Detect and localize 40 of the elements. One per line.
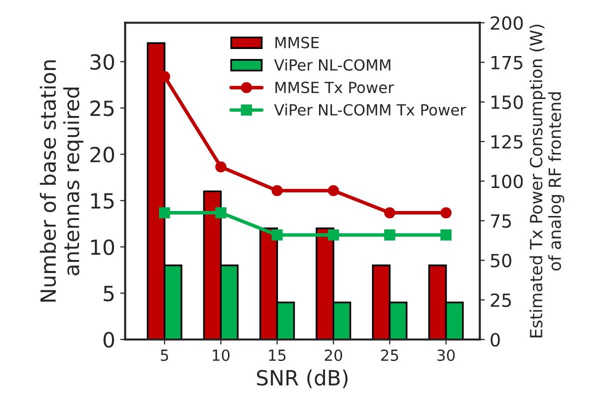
point: [384, 207, 396, 218]
y2-tick-label: 0: [490, 332, 500, 347]
y2-tick-label: 75: [490, 214, 511, 228]
legend-label: MMSE Tx Power: [275, 82, 394, 94]
y2-tick-label: 50: [490, 254, 512, 268]
x-tick-label: 10: [212, 349, 230, 362]
y-tick-label: 5: [104, 286, 114, 302]
point: [328, 229, 339, 241]
y2-tick-label: 150: [491, 95, 523, 110]
point: [215, 207, 226, 218]
point: [159, 207, 170, 218]
y-tick-label: 25: [90, 100, 114, 116]
y-tick-label: 10: [91, 239, 114, 256]
x-tick-label: 15: [269, 350, 286, 362]
x-axis-title: SNR (dB): [257, 370, 348, 388]
y-tick-label: 20: [90, 146, 114, 162]
y-axis-title: Number of base station antennas required: [40, 60, 84, 302]
y-tick-label: 0: [104, 332, 114, 348]
x-tick-label: 5: [160, 350, 168, 362]
point: [215, 161, 226, 172]
y2-tick-label: 175: [491, 56, 522, 70]
y2-tick-label: 200: [490, 16, 523, 30]
x-tick-label: 20: [324, 349, 342, 362]
legend-label: MMSE: [275, 36, 319, 48]
y2-axis-title: Estimated Tx Power Consumption (W) of analog RF frontend: [530, 24, 564, 338]
point: [440, 207, 452, 218]
y-tick-label: 15: [91, 193, 114, 209]
point: [272, 185, 283, 196]
point: [440, 229, 452, 241]
y2-tick-label: 125: [491, 134, 522, 149]
point: [272, 229, 283, 241]
legend-label: ViPer NL-COMM Tx Power: [274, 104, 466, 116]
y2-tick-label: 100: [491, 174, 523, 188]
y-tick-label: 30: [90, 54, 114, 70]
point: [384, 229, 396, 241]
legend-label: ViPer NL-COMM: [274, 58, 390, 71]
x-tick-label: 25: [381, 349, 398, 362]
x-tick-label: 30: [437, 349, 455, 362]
y2-tick-label: 25: [490, 293, 511, 308]
point: [328, 185, 339, 196]
